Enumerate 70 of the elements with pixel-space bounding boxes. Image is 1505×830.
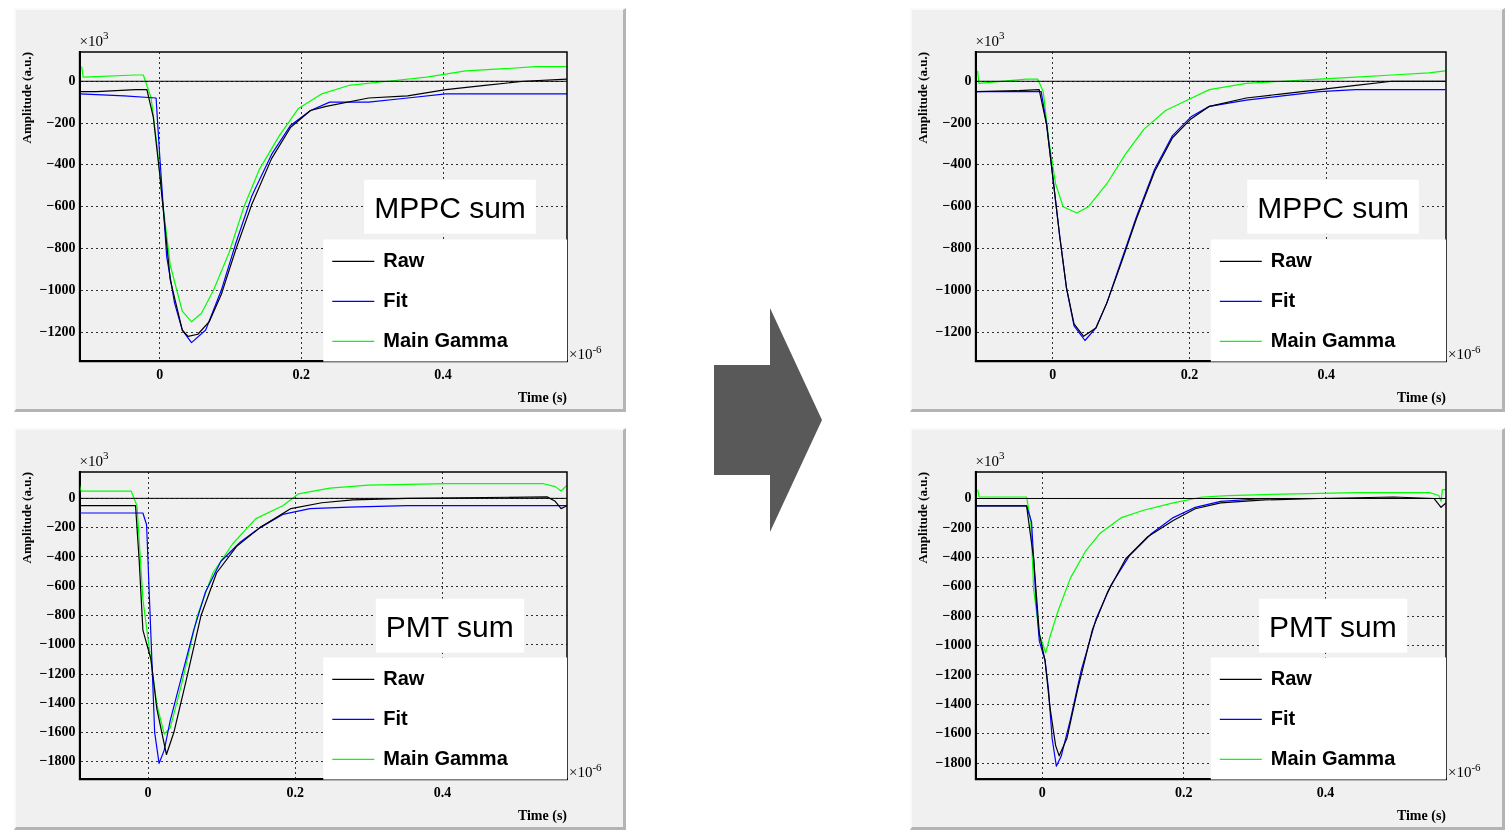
annotation: PMT sum bbox=[1268, 609, 1397, 643]
x-tick-label: 0 bbox=[1049, 367, 1057, 383]
y-tick-label: −1200 bbox=[935, 323, 972, 339]
y-tick-label: 0 bbox=[964, 72, 972, 88]
x-tick-label: 0 bbox=[1038, 785, 1046, 801]
y-tick-label: −600 bbox=[942, 578, 972, 594]
x-tick-label: 0.4 bbox=[1316, 785, 1335, 801]
y-tick-label: −1000 bbox=[39, 281, 76, 297]
x-tick-label: 0.2 bbox=[1175, 785, 1193, 801]
y-tick-label: −800 bbox=[942, 240, 972, 256]
y-tick-label: −1800 bbox=[39, 753, 76, 769]
x-axis-title: Time (s) bbox=[1396, 390, 1447, 407]
x-tick-label: 0.2 bbox=[1180, 367, 1199, 383]
x-axis-title: Time (s) bbox=[1396, 808, 1447, 825]
y-tick-label: −400 bbox=[942, 156, 972, 172]
legend-label: Fit bbox=[383, 288, 409, 311]
y-tick-label: −800 bbox=[46, 607, 76, 623]
x-tick-label: 0.4 bbox=[433, 785, 452, 801]
y-tick-label: −1200 bbox=[39, 323, 76, 339]
x-axis-title: Time (s) bbox=[517, 808, 568, 825]
x-tick-label: 0.2 bbox=[286, 785, 305, 801]
y-axis-title: Amplitude (a.u.) bbox=[915, 52, 931, 144]
y-axis-title: Amplitude (a.u.) bbox=[19, 52, 35, 144]
legend-label: Raw bbox=[1270, 248, 1313, 271]
y-tick-label: −1400 bbox=[935, 696, 972, 711]
legend-label: Raw bbox=[383, 666, 425, 689]
y-tick-label: −1600 bbox=[39, 724, 76, 740]
y-tick-label: −200 bbox=[942, 519, 972, 535]
y-tick-label: −200 bbox=[46, 519, 76, 535]
y-tick-label: 0 bbox=[68, 489, 76, 505]
y-tick-label: −1800 bbox=[935, 754, 972, 770]
x-tick-label: 0 bbox=[156, 367, 164, 383]
y-tick-label: −800 bbox=[46, 240, 76, 256]
y-tick-label: −200 bbox=[942, 114, 972, 130]
y-tick-label: −1400 bbox=[39, 694, 76, 710]
y-tick-label: 0 bbox=[964, 490, 972, 506]
y-tick-label: −400 bbox=[942, 548, 972, 564]
y-tick-label: −1200 bbox=[935, 666, 972, 682]
y-tick-label: −1000 bbox=[935, 637, 972, 653]
y-tick-label: −800 bbox=[942, 607, 972, 623]
legend-label: Raw bbox=[383, 248, 425, 271]
annotation: MPPC sum bbox=[374, 190, 526, 224]
y-tick-label: −1000 bbox=[935, 281, 972, 297]
x-tick-label: 0.4 bbox=[434, 367, 452, 383]
y-tick-label: 0 bbox=[68, 72, 76, 88]
legend-label: Main Gamma bbox=[383, 328, 509, 351]
x-axis-title: Time (s) bbox=[517, 390, 568, 407]
y-tick-label: −400 bbox=[46, 156, 76, 172]
x-tick-label: 0.4 bbox=[1317, 367, 1336, 383]
y-tick-label: −600 bbox=[46, 198, 76, 214]
y-tick-label: −1600 bbox=[935, 725, 972, 741]
legend-label: Fit bbox=[1270, 288, 1296, 311]
y-axis-title: Amplitude (a.u.) bbox=[19, 472, 35, 564]
x-tick-label: 0 bbox=[144, 785, 152, 801]
legend-label: Main Gamma bbox=[1270, 746, 1397, 769]
legend-label: Main Gamma bbox=[383, 746, 509, 769]
annotation: PMT sum bbox=[385, 609, 514, 643]
annotation: MPPC sum bbox=[1257, 190, 1409, 224]
y-tick-label: −400 bbox=[46, 548, 76, 564]
y-tick-label: −600 bbox=[46, 577, 76, 593]
legend-label: Main Gamma bbox=[1270, 328, 1397, 351]
y-tick-label: −1000 bbox=[39, 636, 76, 652]
legend-label: Fit bbox=[1270, 706, 1296, 729]
y-tick-label: −200 bbox=[46, 114, 76, 130]
legend-label: Fit bbox=[383, 706, 409, 729]
x-tick-label: 0.2 bbox=[292, 367, 311, 383]
y-axis-title: Amplitude (a.u.) bbox=[915, 472, 931, 564]
y-tick-label: −600 bbox=[942, 198, 972, 214]
legend-label: Raw bbox=[1270, 666, 1313, 689]
y-tick-label: −1200 bbox=[39, 665, 76, 681]
